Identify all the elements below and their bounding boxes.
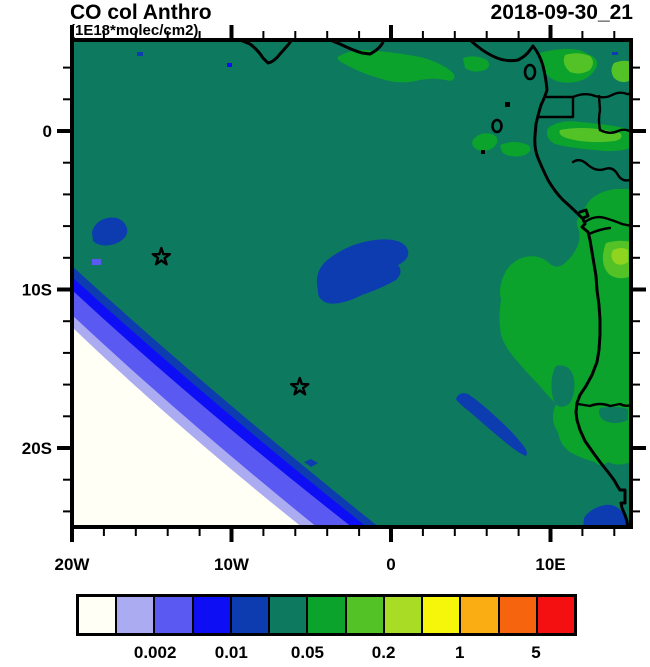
y-tick-label: 20S [22,439,52,458]
offshore-gabon-patch-1 [472,133,498,151]
colorbar-cell [79,597,118,633]
colorbar-label: 0.2 [371,643,396,662]
low-co-speck [92,259,101,265]
border-cameroon-east [571,91,631,99]
angola-green-region [499,189,631,465]
colorbar-cell [270,597,309,633]
principe-island [505,102,510,107]
annobon-island [481,150,485,154]
coast-west-africa [468,40,630,527]
coastlines [238,40,630,527]
teal-hole-1 [551,365,575,407]
plot-title: CO col Anthro [70,1,212,24]
sao-tome-island [491,118,503,134]
border-gabon-congo-south [571,158,631,182]
angola-brightgreen-patch [611,248,628,265]
low-co-blob-west [92,217,128,246]
speck-1 [137,52,143,56]
low-co-coastal-patch [583,504,628,527]
map-frame [70,38,633,529]
ne-edge-green [611,60,631,83]
plot-subtitle: (1E18*molec/cm2) [70,22,199,39]
band-white [72,327,302,527]
plot-datetime: 2018-09-30_21 [490,1,633,24]
colorbar [76,594,577,636]
x-tick-label: 20W [55,555,91,574]
colorbar-label: 0.05 [290,643,324,662]
border-angola-namibia [576,402,631,408]
coast-ghana [328,40,386,56]
colorbar-cell [308,597,347,633]
colorbar-cell [193,597,232,633]
colorbar-cell [117,597,156,633]
colorbar-cell [423,597,462,633]
colorbar-label: 0.002 [133,643,177,662]
offshore-gabon-patch-2 [500,142,531,157]
colorbar-cell [384,597,424,633]
speck-2 [227,63,232,67]
speck-3 [612,52,618,55]
colorbar-label: 1 [455,643,465,662]
x-tick-label: 10E [535,555,565,574]
colorbar-cell [155,597,194,633]
colorbar-label: 5 [531,643,541,662]
guinea-coast-plume [337,50,455,83]
coast-liberia [238,40,294,65]
border-drc-angola [587,226,612,236]
border-gabon-congo-east [598,128,631,134]
y-tick-label: 0 [43,122,52,141]
islands [481,63,537,154]
plume-speck [463,56,490,72]
cameroon-midgreen [563,53,593,74]
coast-lagoon-notch [578,208,590,220]
x-tick-label: 0 [386,555,395,574]
y-tick-label: 10S [22,281,52,300]
border-congo-drc [583,215,631,228]
border-cameroon-congo [597,94,602,132]
border-eq-guinea [537,95,575,119]
colorbar-cell [346,597,385,633]
star-marker [290,376,310,396]
x-tick-label: 10W [214,555,250,574]
low-co-dash [304,459,318,467]
colorbar-cell [537,597,575,633]
station-markers [151,246,310,396]
low-co-sliver [456,393,527,456]
bioko-island [523,63,537,81]
country-borders [537,91,631,408]
teal-hole-2 [599,406,628,423]
axis-ticks: 20W 10W 0 10E 0 10S 20S [22,25,646,574]
colorbar-cell [461,597,500,633]
colorbar-cell [499,597,538,633]
map-field [72,40,631,527]
colorbar-cell [231,597,271,633]
low-co-blob-central [316,239,409,304]
star-marker [151,246,172,266]
colorbar-label: 0.01 [214,643,248,662]
